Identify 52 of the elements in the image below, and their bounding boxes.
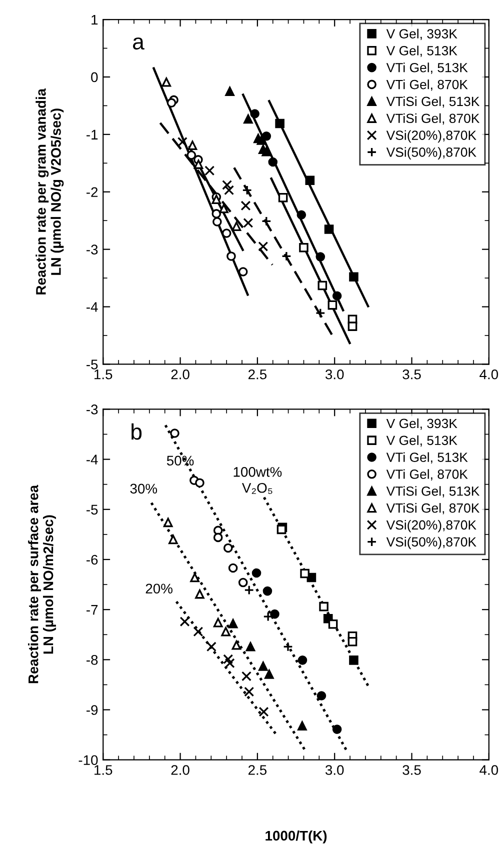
legend-label: VSi(50%),870K <box>386 147 476 160</box>
y-tick-label: -2 <box>86 187 98 197</box>
y-tick-label: -6 <box>86 554 98 565</box>
legend-label: VTiSi Gel, 870K <box>386 113 480 125</box>
x-tick-label: 2.5 <box>248 369 267 380</box>
legend-label: V Gel, 393K <box>386 418 458 430</box>
legend-label: V Gel, 513K <box>386 46 458 57</box>
x-tick-label: 3.5 <box>402 369 421 380</box>
y-tick-label: -3 <box>86 404 98 414</box>
x-tick-label: 3.5 <box>402 765 421 775</box>
y-tick-label: -5 <box>86 360 98 370</box>
annotation: 50% <box>166 456 194 466</box>
y-tick-label: -7 <box>86 605 98 615</box>
y-tick-label: -3 <box>86 244 98 254</box>
x-axis-title: 1000/T(K) <box>266 830 327 844</box>
legend-label: VSi(20%),870K <box>386 130 476 143</box>
legend-label: V Gel, 513K <box>386 435 458 447</box>
y-tick-label: -9 <box>86 705 98 715</box>
legend-label: VTi Gel, 513K <box>386 452 468 464</box>
x-tick-label: 4.0 <box>480 765 498 775</box>
legend-label: VTiSi Gel, 513K <box>386 96 480 108</box>
annotation: a <box>132 37 144 50</box>
y-tick-label: -5 <box>86 504 98 515</box>
y-tick-label: -8 <box>86 655 98 665</box>
legend-label: VSi(20%),870K <box>386 520 476 532</box>
y-tick-label: -4 <box>86 454 98 464</box>
y-tick-label: -1 <box>86 130 98 140</box>
x-tick-label: 2.0 <box>171 369 190 380</box>
legend-label: VTi Gel, 870K <box>386 80 468 91</box>
x-tick-label: 1.5 <box>94 765 112 775</box>
x-tick-label: 2.0 <box>171 765 190 775</box>
annotation: 100wt% V₂O₅ <box>234 467 282 494</box>
legend-label: VSi(50%),870K <box>386 536 476 550</box>
annotation: b <box>132 423 142 440</box>
legend-label: VTiSi Gel, 870K <box>386 503 480 514</box>
y-axis-title: Reaction rate per gram vanadia LN (µmol NO/g V2O5/sec) <box>36 88 64 294</box>
x-tick-label: 4.0 <box>480 369 498 380</box>
annotation: 20% <box>146 584 172 594</box>
legend-label: V Gel, 393K <box>386 28 458 40</box>
y-axis-title: Reaction rate per surface area LN (µmol NO/m2/sec) <box>28 484 56 684</box>
legend-label: VTi Gel, 513K <box>386 62 468 74</box>
x-tick-label: 3.0 <box>325 369 344 380</box>
y-tick-label: -4 <box>86 302 98 312</box>
y-tick-label: 0 <box>91 72 98 82</box>
x-tick-label: 1.5 <box>94 370 112 380</box>
y-tick-label: -10 <box>78 755 98 766</box>
x-tick-label: 2.5 <box>248 765 267 775</box>
legend-label: VTiSi Gel, 513K <box>386 486 480 498</box>
x-tick-label: 3.0 <box>325 765 344 775</box>
y-tick-label: 1 <box>92 15 98 25</box>
legend-label: VTi Gel, 870K <box>386 469 468 480</box>
annotation: 30% <box>130 484 158 494</box>
